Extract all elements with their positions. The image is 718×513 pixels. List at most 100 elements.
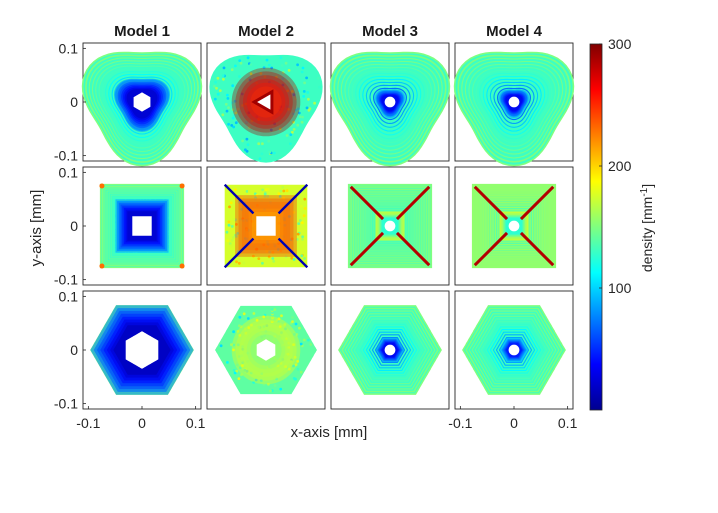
density-speck xyxy=(300,120,304,124)
density-speck xyxy=(240,342,244,346)
density-speck xyxy=(280,64,284,67)
density-streak xyxy=(395,185,431,221)
density-speck xyxy=(245,190,249,193)
density-speck xyxy=(262,325,266,329)
axes-text: x-axis [mm] y-axis [mm] Model 1 Model 2 Mo… xyxy=(28,23,578,441)
density-speck xyxy=(285,95,289,98)
subplot-r2-c3 xyxy=(454,290,574,410)
density-contour xyxy=(106,190,178,262)
density-speck xyxy=(261,145,265,149)
density-speck xyxy=(240,196,244,200)
hole xyxy=(256,339,276,361)
density-speck xyxy=(272,338,276,341)
density-speck xyxy=(239,115,243,119)
density-speck xyxy=(289,133,293,137)
density-speck xyxy=(230,124,234,127)
hole xyxy=(256,216,276,236)
density-speck xyxy=(242,261,246,265)
density-speck xyxy=(296,232,300,236)
density-hotspot xyxy=(99,263,105,269)
density-speck xyxy=(263,192,267,196)
density-speck xyxy=(265,250,269,253)
density-speck xyxy=(301,66,305,70)
density-speck xyxy=(292,258,296,261)
density-speck xyxy=(249,371,253,375)
density-contour xyxy=(99,183,185,269)
density-speck xyxy=(266,315,269,319)
density-speck xyxy=(235,260,238,264)
density-contour xyxy=(111,76,173,135)
colorbar-tick-label: 300 xyxy=(608,36,632,52)
density-hotspot xyxy=(179,183,185,189)
density-speck xyxy=(241,139,245,143)
density-speck xyxy=(248,78,252,82)
y-tick-label: 0.1 xyxy=(59,164,79,180)
density-speck xyxy=(267,204,270,207)
density-contour xyxy=(368,331,412,369)
density-speck xyxy=(275,132,279,136)
density-hotspot xyxy=(179,263,185,269)
density-speck xyxy=(281,83,285,87)
density-speck xyxy=(267,63,271,67)
density-speck xyxy=(266,240,269,244)
density-contour xyxy=(347,313,433,387)
density-speck xyxy=(265,324,269,327)
x-tick-label: 0 xyxy=(510,415,518,431)
density-speck xyxy=(275,75,278,79)
density-speck xyxy=(286,352,290,356)
density-speck xyxy=(238,59,242,62)
density-speck xyxy=(234,235,238,238)
density-contour xyxy=(479,191,549,261)
x-tick-label: 0.1 xyxy=(186,415,206,431)
density-speck xyxy=(282,196,286,200)
x-tick-label: -0.1 xyxy=(448,415,472,431)
density-contour xyxy=(102,186,182,266)
density-speck xyxy=(260,199,263,203)
density-speck xyxy=(279,249,283,252)
density-speck xyxy=(285,105,289,108)
density-speck xyxy=(287,346,290,349)
density-speck xyxy=(301,210,305,214)
density-speck xyxy=(227,223,231,227)
density-speck xyxy=(296,360,300,363)
density-contour xyxy=(468,310,560,390)
density-speck xyxy=(264,330,268,333)
column-title: Model 1 xyxy=(114,23,170,40)
density-speck xyxy=(266,188,270,191)
density-contour xyxy=(492,331,536,369)
density-speck xyxy=(232,236,235,239)
density-speck xyxy=(253,198,257,201)
density-speck xyxy=(254,92,257,96)
density-contour xyxy=(474,315,554,385)
density-speck xyxy=(228,205,231,209)
density-speck xyxy=(287,215,291,218)
density-speck xyxy=(283,323,287,326)
density-contour xyxy=(461,57,567,159)
density-speck xyxy=(245,137,249,141)
density-contour xyxy=(482,75,546,136)
density-speck xyxy=(257,118,261,121)
density-speck xyxy=(301,238,304,241)
subplot-r0-c3 xyxy=(453,42,575,167)
density-contour xyxy=(344,63,436,151)
density-speck xyxy=(262,315,266,319)
colorbar-gradient xyxy=(589,43,603,411)
density-speck xyxy=(270,318,274,322)
density-speck xyxy=(249,63,253,66)
density-speck xyxy=(297,111,301,115)
hole xyxy=(125,331,159,369)
column-title: Model 3 xyxy=(362,23,418,40)
density-speck xyxy=(244,148,247,152)
density-speck xyxy=(279,362,283,365)
density-speck xyxy=(259,72,263,75)
density-speck xyxy=(291,316,294,319)
density-speck xyxy=(296,367,300,371)
density-speck xyxy=(240,92,244,96)
density-speck xyxy=(281,358,285,361)
density-speck xyxy=(277,222,281,225)
density-speck xyxy=(238,315,242,319)
density-contour xyxy=(498,210,530,242)
density-speck xyxy=(213,85,216,88)
density-speck xyxy=(232,330,236,334)
